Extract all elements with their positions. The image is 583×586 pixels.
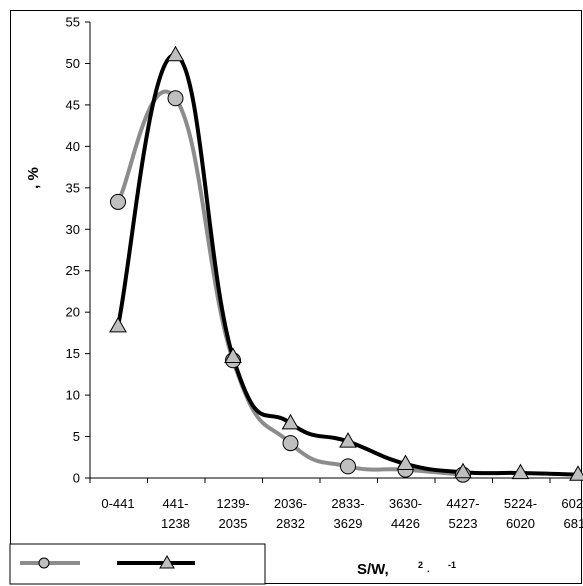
data-point-circle [167,90,184,107]
x-tick-label: 6021-6817 [561,496,583,531]
x-axis-title-dot: . [427,564,430,574]
y-tick-label: 5 [73,429,80,444]
y-tick-label: 25 [66,263,80,278]
axes [89,22,583,479]
x-tick-label: 3630-4426 [389,496,422,531]
data-point-circle [340,458,356,475]
data-point-triangle [396,454,415,471]
y-axis-title: , % [25,167,42,189]
data-point-triangle [224,347,242,364]
y-tick-label: 0 [73,471,80,486]
x-axis-title-main: S/W, [357,561,389,578]
series-circle-line [116,89,464,477]
data-point-circle [282,435,299,452]
x-tick-label: 0-441 [101,496,134,511]
y-tick-label: 45 [66,97,80,112]
x-tick-label: 2833-3629 [331,496,364,531]
data-point-triangle [281,413,300,430]
x-axis-title: S/W, 2 . -1 [357,560,456,578]
x-ticks: 0-441 441-1238 1239-2035 2036-2832 2833-3629… [89,478,583,531]
x-tick-label: 4427-5223 [446,496,479,531]
data-point-triangle [569,465,583,481]
x-tick-label: 2036-2832 [274,496,307,531]
series-triangle-line [116,53,579,477]
x-tick-label: 1239-2035 [216,496,249,531]
y-tick-label: 35 [66,180,80,195]
data-point-circle [110,193,126,210]
y-tick-label: 55 [66,15,80,30]
y-tick-label: 15 [66,346,80,361]
series-layer [109,45,583,483]
legend [9,543,266,585]
x-axis-title-sup-1: 2 [418,560,423,570]
y-tick-label: 50 [66,56,80,71]
y-tick-label: 30 [66,222,80,237]
y-ticks: 0 5 10 15 20 25 30 35 40 45 50 55 [66,15,90,486]
data-point-triangle [339,432,357,448]
x-tick-label: 441-1238 [161,496,190,531]
y-tick-label: 20 [66,305,80,320]
data-point-triangle [511,463,530,480]
chart-frame [10,10,582,584]
legend-circle-marker [38,557,50,569]
data-point-triangle [109,316,127,333]
y-tick-label: 10 [66,388,80,403]
data-point-triangle [454,462,472,479]
y-tick-label: 40 [66,139,80,154]
x-tick-label: 5224-6020 [504,496,537,531]
x-axis-title-sup-2: -1 [448,560,456,570]
data-point-triangle [166,45,185,62]
legend-triangle-marker [159,555,175,569]
